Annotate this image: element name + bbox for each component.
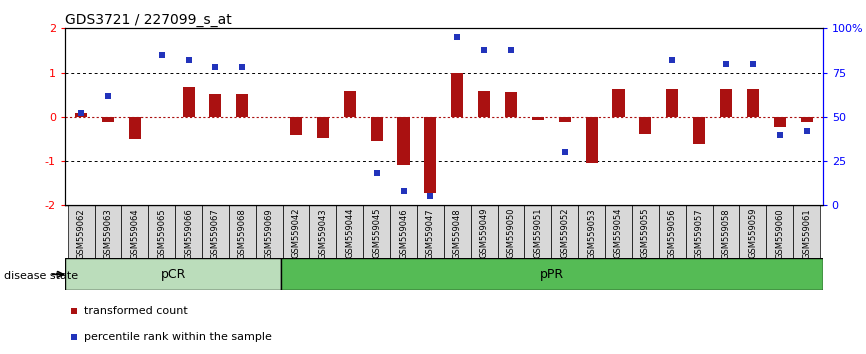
Bar bbox=[720, 90, 732, 117]
Text: GSM559067: GSM559067 bbox=[211, 208, 220, 259]
Text: percentile rank within the sample: percentile rank within the sample bbox=[85, 332, 272, 342]
Bar bbox=[94, 205, 121, 258]
Text: GSM559054: GSM559054 bbox=[614, 208, 623, 258]
Bar bbox=[713, 205, 740, 258]
Bar bbox=[559, 117, 571, 122]
Text: GDS3721 / 227099_s_at: GDS3721 / 227099_s_at bbox=[65, 13, 232, 27]
Bar bbox=[686, 205, 713, 258]
Text: GSM559058: GSM559058 bbox=[721, 208, 730, 259]
Bar bbox=[632, 205, 659, 258]
Text: GSM559056: GSM559056 bbox=[668, 208, 676, 259]
Bar bbox=[202, 205, 229, 258]
Bar bbox=[498, 205, 525, 258]
Bar bbox=[693, 117, 705, 144]
Bar bbox=[290, 117, 302, 136]
Bar bbox=[317, 117, 329, 138]
Bar bbox=[478, 91, 490, 117]
Bar bbox=[282, 205, 309, 258]
Text: pPR: pPR bbox=[540, 268, 564, 281]
Text: GSM559064: GSM559064 bbox=[130, 208, 139, 259]
Bar bbox=[585, 117, 598, 163]
Bar bbox=[773, 117, 785, 127]
Bar bbox=[740, 205, 766, 258]
Bar bbox=[639, 117, 651, 134]
Text: disease state: disease state bbox=[4, 271, 79, 281]
Text: GSM559045: GSM559045 bbox=[372, 208, 381, 258]
Text: GSM559052: GSM559052 bbox=[560, 208, 569, 258]
Text: GSM559068: GSM559068 bbox=[238, 208, 247, 259]
Text: GSM559049: GSM559049 bbox=[480, 208, 488, 258]
Bar bbox=[451, 74, 463, 117]
Text: GSM559044: GSM559044 bbox=[346, 208, 354, 258]
Text: transformed count: transformed count bbox=[85, 306, 188, 316]
Bar bbox=[532, 117, 544, 120]
Bar bbox=[344, 91, 356, 117]
Text: GSM559050: GSM559050 bbox=[507, 208, 515, 258]
Bar bbox=[75, 113, 87, 117]
Text: GSM559043: GSM559043 bbox=[319, 208, 327, 259]
Text: GSM559053: GSM559053 bbox=[587, 208, 596, 259]
Bar bbox=[236, 94, 249, 117]
Bar bbox=[229, 205, 255, 258]
Bar bbox=[281, 258, 823, 290]
Text: GSM559042: GSM559042 bbox=[292, 208, 301, 258]
Bar bbox=[68, 205, 94, 258]
Bar bbox=[390, 205, 417, 258]
Text: GSM559066: GSM559066 bbox=[184, 208, 193, 259]
Bar bbox=[336, 205, 363, 258]
Text: GSM559061: GSM559061 bbox=[802, 208, 811, 259]
Bar bbox=[659, 205, 686, 258]
Bar bbox=[102, 117, 114, 122]
Bar bbox=[552, 205, 578, 258]
Bar bbox=[578, 205, 605, 258]
Text: GSM559057: GSM559057 bbox=[695, 208, 703, 259]
Text: GSM559051: GSM559051 bbox=[533, 208, 542, 258]
Bar bbox=[175, 205, 202, 258]
Bar bbox=[666, 90, 678, 117]
Bar bbox=[793, 205, 820, 258]
Bar bbox=[65, 258, 281, 290]
Text: GSM559047: GSM559047 bbox=[426, 208, 435, 259]
Text: GSM559048: GSM559048 bbox=[453, 208, 462, 259]
Bar bbox=[746, 90, 759, 117]
Text: GSM559063: GSM559063 bbox=[103, 208, 113, 259]
Bar bbox=[605, 205, 632, 258]
Text: GSM559060: GSM559060 bbox=[775, 208, 785, 259]
Text: GSM559046: GSM559046 bbox=[399, 208, 408, 259]
Bar bbox=[800, 117, 812, 122]
Bar bbox=[309, 205, 336, 258]
Bar bbox=[525, 205, 552, 258]
Bar bbox=[766, 205, 793, 258]
Text: GSM559065: GSM559065 bbox=[158, 208, 166, 259]
Text: GSM559055: GSM559055 bbox=[641, 208, 650, 258]
Bar bbox=[363, 205, 390, 258]
Text: GSM559062: GSM559062 bbox=[76, 208, 86, 259]
Bar bbox=[505, 92, 517, 117]
Bar bbox=[121, 205, 148, 258]
Bar bbox=[424, 117, 436, 193]
Bar bbox=[471, 205, 498, 258]
Bar bbox=[397, 117, 410, 165]
Bar bbox=[417, 205, 443, 258]
Text: GSM559069: GSM559069 bbox=[265, 208, 274, 259]
Text: pCR: pCR bbox=[160, 268, 186, 281]
Bar bbox=[371, 117, 383, 141]
Bar bbox=[210, 94, 222, 117]
Bar bbox=[443, 205, 471, 258]
Bar bbox=[183, 87, 195, 117]
Bar bbox=[612, 90, 624, 117]
Bar bbox=[255, 205, 282, 258]
Text: GSM559059: GSM559059 bbox=[748, 208, 758, 258]
Bar bbox=[129, 117, 141, 139]
Bar bbox=[148, 205, 175, 258]
